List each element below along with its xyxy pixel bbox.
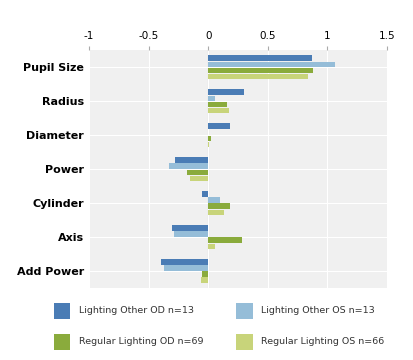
Bar [208,62,334,67]
Bar [208,74,308,79]
Bar [160,259,208,265]
Bar [202,271,208,277]
Bar [208,108,228,113]
Text: Lighting Other OD n=13: Lighting Other OD n=13 [78,306,193,315]
Bar [208,238,241,243]
Bar [208,95,215,101]
Bar [208,123,229,129]
Bar [172,225,208,231]
Bar [54,334,70,350]
Text: Regular Lighting OS n=66: Regular Lighting OS n=66 [260,337,383,346]
Text: Regular Lighting OD n=69: Regular Lighting OD n=69 [78,337,203,346]
Text: Lighting Other OS n=13: Lighting Other OS n=13 [260,306,374,315]
Bar [202,191,208,197]
Bar [169,163,208,169]
Bar [208,68,312,73]
Bar [54,303,70,319]
Bar [208,102,227,107]
Bar [173,231,208,237]
Bar [208,136,210,141]
Bar [235,334,252,350]
Bar [208,142,209,147]
Bar [208,243,215,249]
Bar [201,278,208,283]
Bar [208,203,229,209]
Bar [164,265,208,271]
Bar [235,303,252,319]
Bar [208,210,223,215]
Bar [208,197,220,203]
Text: Standardized Regression Coefficients (beta): Standardized Regression Coefficients (be… [41,13,372,26]
Bar [208,55,311,61]
Bar [186,170,208,175]
Bar [190,176,208,181]
Bar [208,89,243,95]
Bar [174,157,208,163]
